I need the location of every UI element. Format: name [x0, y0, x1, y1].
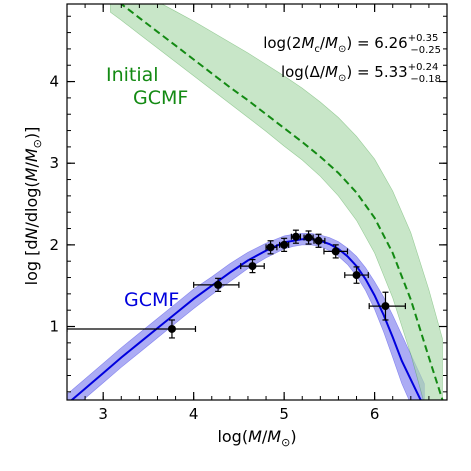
- line-series-1: [119, 4, 444, 400]
- x-axis-label: log(M/M⊙): [217, 427, 296, 449]
- data-point: [303, 230, 314, 245]
- data-point: [193, 277, 240, 293]
- y-axis-label: log [dN/dlog(M/M⊙)]: [22, 127, 44, 286]
- annotation-delta: log(Δ/M⊙) = 5.33+0.24 −0.18: [281, 62, 441, 85]
- band-series-0: [67, 233, 425, 400]
- data-point: [313, 233, 326, 248]
- data-point: [368, 291, 406, 321]
- data-point: [265, 240, 278, 255]
- plot-frame: [66, 3, 448, 401]
- point-marker: [314, 236, 323, 245]
- series-label-initial-2: GCMF: [133, 87, 188, 109]
- point-marker: [304, 233, 313, 242]
- data-point: [67, 319, 197, 339]
- series-label-initial-1: Initial: [106, 64, 159, 86]
- band-series-1: [110, 4, 443, 400]
- y-tick-label: 3: [49, 154, 59, 172]
- point-marker: [331, 247, 340, 256]
- point-marker: [381, 302, 390, 311]
- point-marker: [248, 262, 257, 271]
- data-point: [279, 237, 290, 252]
- data-point: [290, 229, 302, 244]
- y-tick-label: 4: [49, 73, 59, 91]
- x-tick-label: 3: [98, 405, 108, 423]
- y-tick-label: 2: [49, 236, 59, 254]
- point-marker: [352, 271, 361, 280]
- x-tick-label: 4: [189, 405, 199, 423]
- x-tick-label: 5: [279, 405, 289, 423]
- point-marker: [214, 280, 223, 289]
- point-marker: [291, 232, 300, 241]
- point-marker: [266, 243, 275, 252]
- axis-ticks: 3 4 5 6 1 2 3 4: [49, 4, 448, 423]
- x-tick-label: 6: [370, 405, 380, 423]
- data-point: [323, 244, 349, 259]
- y-tick-label: 1: [49, 318, 59, 336]
- data-point: [344, 266, 369, 284]
- confidence-bands: [67, 4, 443, 400]
- point-marker: [167, 324, 176, 333]
- line-series-0: [70, 238, 422, 400]
- series-label-gcmf: GCMF: [124, 289, 179, 311]
- point-marker: [280, 240, 289, 249]
- data-points: [67, 229, 406, 339]
- annotation-mc: log(2Mc/M⊙) = 6.26+0.35 −0.25: [263, 33, 441, 56]
- model-lines: [70, 4, 444, 400]
- data-point: [240, 258, 265, 274]
